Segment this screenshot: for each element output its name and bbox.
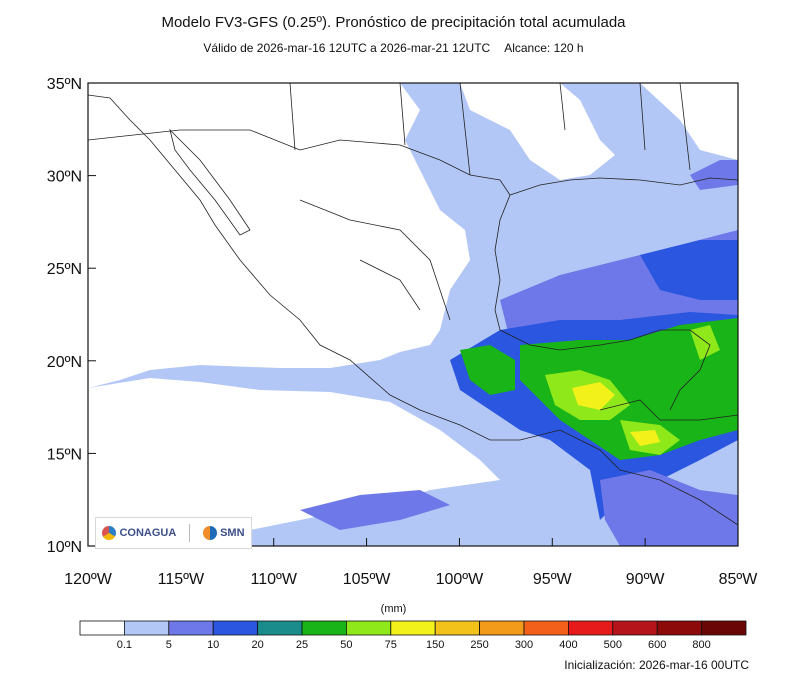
colorbar-units: (mm) bbox=[380, 603, 407, 615]
dry-northeast bbox=[640, 83, 738, 160]
mexico-state-lines bbox=[299, 199, 451, 321]
map-canvas bbox=[88, 83, 738, 546]
lon-label: 95ºW bbox=[533, 571, 573, 588]
colorbar-tick-label: 500 bbox=[604, 639, 622, 651]
colorbar-tick-label: 20 bbox=[251, 639, 263, 651]
colorbar-tick-label: 150 bbox=[426, 639, 444, 651]
lon-label: 120ºW bbox=[64, 571, 113, 588]
intense-rain-core bbox=[572, 382, 615, 410]
colorbar-box bbox=[568, 620, 614, 636]
smn-logo: SMN bbox=[203, 526, 245, 540]
colorbar-boxes bbox=[79, 620, 747, 636]
us-gulf-coast bbox=[509, 177, 738, 196]
pacific-moderate-band bbox=[300, 490, 450, 530]
colorbar-box bbox=[124, 620, 170, 636]
gulf-coastline bbox=[494, 194, 711, 411]
lat-label: 35ºN bbox=[47, 76, 82, 93]
colorbar-box bbox=[390, 620, 436, 636]
colorbar-tick-label: 250 bbox=[470, 639, 488, 651]
pacific-coastline bbox=[88, 94, 738, 526]
lon-label: 90ºW bbox=[626, 571, 666, 588]
lon-label: 110ºW bbox=[250, 571, 297, 588]
map-subtitle: Válido de 2026-mar-16 12UTC a 2026-mar-2… bbox=[0, 41, 787, 55]
colorbar-box bbox=[701, 620, 747, 636]
colorbar-tick-label: 800 bbox=[692, 639, 710, 651]
pacific-rain-band bbox=[600, 470, 738, 546]
lon-label: 105ºW bbox=[343, 571, 392, 588]
lat-label: 10ºN bbox=[47, 539, 82, 556]
colorbar-box bbox=[434, 620, 481, 636]
colorbar-tick-label: 50 bbox=[340, 639, 352, 651]
strong-rain-central-mexico bbox=[460, 345, 515, 395]
colorbar-box bbox=[479, 620, 525, 636]
borders bbox=[88, 83, 738, 526]
logo-separator bbox=[189, 524, 191, 542]
longitude-axis: 120ºW 115ºW 110ºW 105ºW 100ºW 95ºW 90ºW 85ºW bbox=[64, 538, 758, 588]
latitude-axis: 35ºN 30ºN 25ºN 20ºN 15ºN 10ºN bbox=[47, 76, 96, 556]
conagua-logo-icon bbox=[102, 526, 117, 540]
colorbar-box bbox=[523, 620, 569, 636]
colorbar-ticks: 0.1 5 10 20 25 50 75 150 250 300 400 500 600 800 bbox=[117, 639, 711, 651]
lat-label: 20ºN bbox=[47, 354, 82, 371]
colorbar-tick-label: 75 bbox=[385, 639, 397, 651]
dry-gulf-coast bbox=[460, 83, 615, 180]
colorbar-tick-label: 400 bbox=[559, 639, 577, 651]
map-title: Modelo FV3-GFS (0.25º). Pronóstico de pr… bbox=[161, 14, 626, 31]
precipitation-map: 35ºN 30ºN 25ºN 20ºN 15ºN 10ºN 120ºW 115ºW 110ºW… bbox=[47, 76, 758, 588]
rain-band-florida bbox=[690, 160, 738, 190]
lat-label: 25ºN bbox=[47, 261, 82, 278]
colorbar-box bbox=[168, 620, 214, 636]
colorbar-box bbox=[656, 620, 703, 636]
colorbar-box bbox=[345, 620, 392, 636]
colorbar-box bbox=[301, 620, 347, 636]
colorbar-box bbox=[257, 620, 303, 636]
initialization-time: Inicialización: 2026-mar-16 00UTC bbox=[564, 658, 749, 672]
us-mexico-border bbox=[88, 129, 511, 196]
map-frame bbox=[87, 82, 739, 547]
colorbar-tick-label: 25 bbox=[296, 639, 308, 651]
lon-label: 85ºW bbox=[719, 571, 759, 588]
heavy-rain-band-north bbox=[640, 240, 738, 300]
colorbar-box bbox=[79, 620, 125, 636]
colorbar-tick-label: 0.1 bbox=[117, 639, 132, 651]
very-strong-rain-yucatan bbox=[690, 325, 720, 360]
smn-logo-icon bbox=[203, 526, 218, 540]
dry-land-region bbox=[88, 83, 470, 388]
valid-period: Válido de 2026-mar-16 12UTC a 2026-mar-2… bbox=[203, 41, 491, 55]
logos-panel: CONAGUA SMN bbox=[95, 517, 252, 549]
colorbar-box bbox=[612, 620, 658, 636]
colorbar-tick-label: 600 bbox=[648, 639, 666, 651]
central-america-borders bbox=[599, 399, 738, 421]
lon-label: 100ºW bbox=[436, 571, 485, 588]
dry-pacific-region bbox=[88, 378, 500, 546]
lon-label: 115ºW bbox=[158, 571, 205, 588]
conagua-logo: CONAGUA bbox=[102, 526, 176, 540]
colorbar-box bbox=[212, 620, 258, 636]
colorbar-tick-label: 300 bbox=[515, 639, 533, 651]
baja-california-coast bbox=[169, 128, 251, 236]
lat-label: 30ºN bbox=[47, 169, 82, 186]
us-state-lines bbox=[289, 83, 691, 176]
colorbar-tick-label: 5 bbox=[166, 639, 172, 651]
colorbar-tick-label: 10 bbox=[207, 639, 219, 651]
forecast-range: Alcance: 120 h bbox=[504, 41, 584, 55]
lat-label: 15ºN bbox=[47, 446, 82, 463]
strong-rain-region bbox=[520, 318, 738, 460]
intense-rain-guatemala bbox=[630, 430, 660, 446]
